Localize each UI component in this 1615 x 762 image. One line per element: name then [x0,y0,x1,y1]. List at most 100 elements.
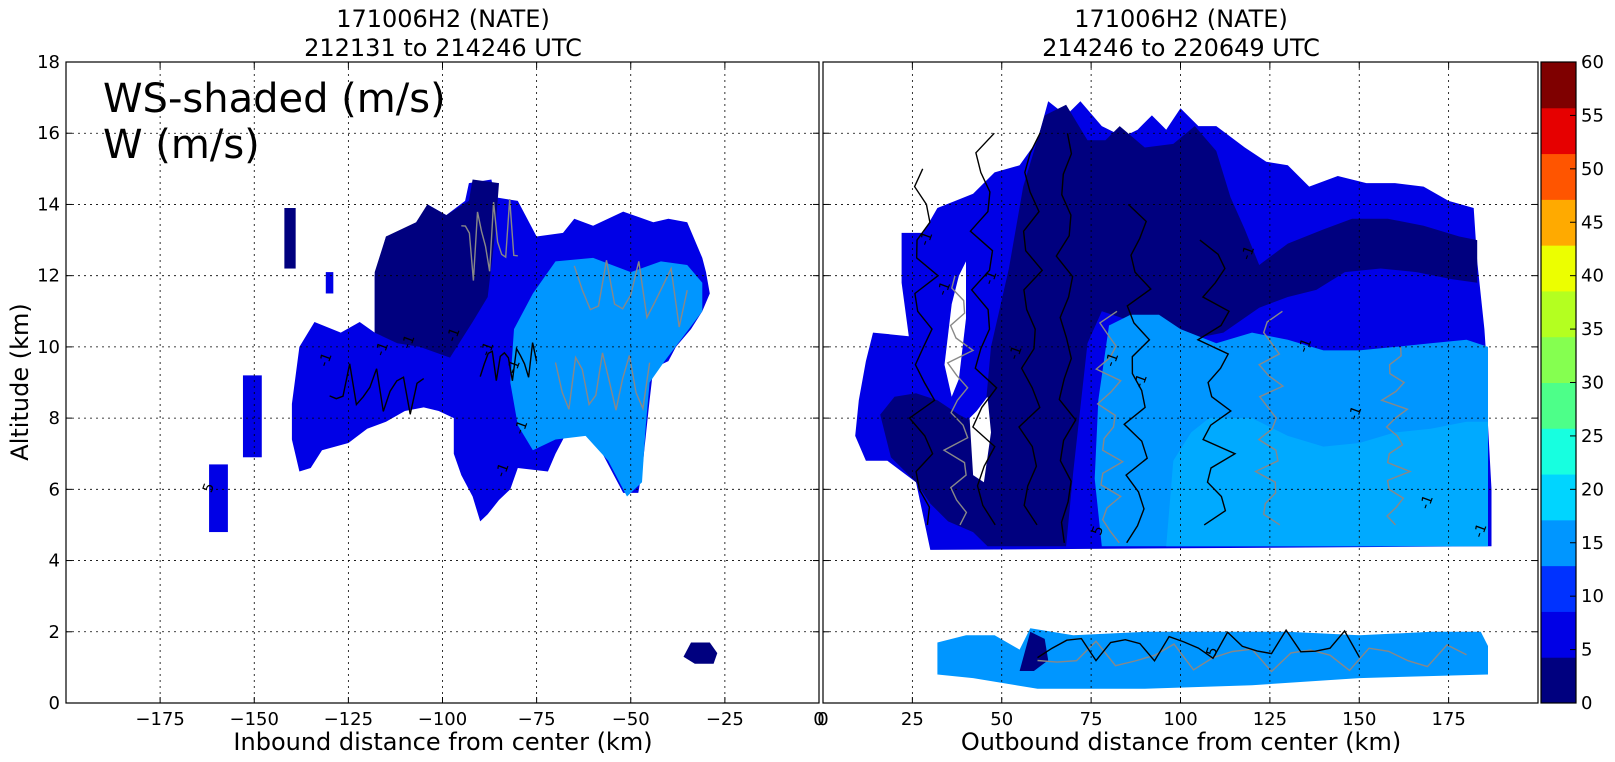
x-tick-label: 25 [901,709,924,730]
left-x-tick-labels: −175 −150 −125 −100 −75 −50 −25 0 [135,709,824,730]
colorbar-band [1541,611,1576,658]
shading-outbound-dark-core [880,104,1478,547]
y-tick-label: 18 [37,52,60,73]
contour-label: -1 [934,279,954,298]
left-panel: 171006H2 (NATE) 212131 to 214246 UTC -1-… [6,5,825,756]
y-tick-label: 14 [37,194,60,215]
left-contour-line [329,363,425,415]
left-title-line2: 212131 to 214246 UTC [304,34,582,62]
left-plot-frame [65,61,820,704]
right-title-line1: 171006H2 (NATE) [1074,5,1288,33]
right-contour-line [942,275,975,526]
contour-label: -1 [1346,404,1366,423]
x-tick-label: 125 [1253,709,1287,730]
y-tick-label: 2 [49,622,60,643]
contour-label: -1 [1296,336,1316,355]
contour-label: -1 [478,340,498,359]
colorbar-band [1541,290,1576,338]
right-contour-line [1018,132,1044,526]
right-contour-line [1123,203,1152,544]
x-tick-label: 75 [1080,709,1103,730]
x-tick-label: −125 [324,709,373,730]
left-x-axis-label: Inbound distance from center (km) [233,728,652,756]
y-tick-label: 6 [49,479,60,500]
contour-label: -1 [512,418,532,437]
colorbar-tick-label: 5 [1581,640,1592,661]
right-contour-line [1196,239,1237,526]
annotation-line2: W (m/s) [103,122,260,168]
colorbar-band [1541,153,1576,200]
y-tick-label: 10 [37,337,60,358]
annotation-line1: WS-shaded (m/s) [103,76,446,122]
shading-inbound-dark-core [374,179,499,358]
x-tick-label: 175 [1431,709,1465,730]
left-contour-line [479,342,538,381]
left-y-tick-labels: 0 2 4 6 8 10 12 14 16 18 [37,52,60,714]
y-axis-label: Altitude (km) [6,303,34,460]
right-contour-line [1055,133,1077,543]
colorbar-tick-label: 45 [1581,212,1604,233]
right-title-line2: 214246 to 220649 UTC [1042,34,1320,62]
x-tick-label: 100 [1163,709,1197,730]
shading-inbound-light-region [510,257,703,497]
right-contour-line [969,132,998,526]
contour-label: -1 [981,269,1001,288]
left-contour-line [573,260,688,328]
right-contour-line [1037,628,1360,662]
shading-outbound-gap-left [944,261,966,397]
x-tick-label: 0 [817,709,828,730]
contour-label: -1 [316,350,336,369]
contour-label: -1 [1102,350,1122,369]
y-tick-label: 16 [37,123,60,144]
right-x-tick-labels: 0 25 50 75 100 125 150 175 [817,709,1466,730]
shading-isolated-echo [242,375,262,458]
contour-label: -1 [1238,244,1258,263]
colorbar-tick-labels: 0 5 10 15 20 25 30 35 40 45 50 55 60 [1570,52,1604,714]
contour-label: -1 [444,326,464,345]
right-w-contours: -1-1-1-1 -1-1-1-1-1-1-155 [908,132,1491,673]
x-tick-label: −100 [418,709,467,730]
x-tick-label: −150 [230,709,279,730]
shading-isolated-echo [325,272,334,294]
colorbar-band [1541,62,1576,109]
colorbar-tick-label: 0 [1581,693,1592,714]
x-tick-label: 50 [990,709,1013,730]
colorbar-band [1541,245,1576,292]
left-grid [66,61,820,704]
right-panel: 171006H2 (NATE) 214246 to 220649 UTC -1-… [817,5,1539,756]
shading-isolated-echo [209,464,228,533]
colorbar-tick-label: 55 [1581,105,1604,126]
colorbar-band [1541,657,1576,704]
colorbar-band [1541,336,1576,383]
contour-label: -1 [504,358,524,377]
shading-isolated-echo [284,208,296,269]
right-contour-line [1380,346,1412,526]
x-tick-label: −75 [518,709,556,730]
shading-inbound-small-cell [683,642,718,664]
contour-label: -1 [1471,521,1491,540]
contour-label: -1 [1131,372,1151,391]
x-tick-label: 0 [813,709,824,730]
y-tick-label: 8 [49,408,60,429]
colorbar-tick-label: 40 [1581,266,1604,287]
contour-label: -1 [493,461,513,480]
x-tick-label: 150 [1342,709,1376,730]
colorbar-band [1541,382,1576,429]
contour-label: -1 [1006,343,1026,362]
left-wind-speed-shading [209,179,718,664]
shading-outbound-lightest-band [1166,418,1488,547]
colorbar-tick-label: 35 [1581,319,1604,340]
right-plot-frame [822,61,1539,704]
colorbar-tick-label: 60 [1581,52,1604,73]
contour-label: -1 [372,340,392,359]
right-contour-line [908,168,940,525]
colorbar-tick-label: 30 [1581,373,1604,394]
right-x-axis-label: Outbound distance from center (km) [961,728,1401,756]
left-title-line1: 171006H2 (NATE) [336,5,550,33]
contour-label: -1 [1417,493,1437,512]
right-grid [822,61,1538,704]
x-tick-label: −175 [135,709,184,730]
contour-label: -1 [917,229,937,248]
colorbar-tick-label: 20 [1581,479,1604,500]
